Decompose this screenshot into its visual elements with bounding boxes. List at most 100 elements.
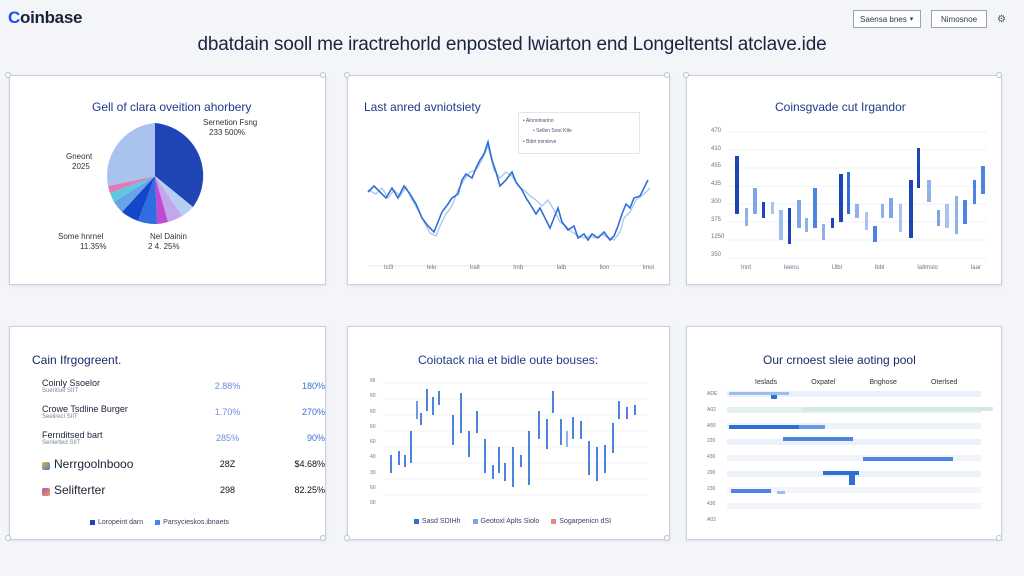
candle[interactable] bbox=[909, 180, 913, 238]
resize-handle[interactable] bbox=[344, 72, 350, 78]
candle[interactable] bbox=[881, 204, 884, 218]
bar[interactable] bbox=[560, 419, 562, 445]
candle[interactable] bbox=[981, 166, 985, 194]
resize-handle[interactable] bbox=[5, 535, 11, 541]
pie-slice-teal[interactable] bbox=[110, 176, 155, 202]
table-row[interactable]: Nerrgoolnbooo 28Z $4.68% bbox=[42, 451, 325, 477]
candle[interactable] bbox=[945, 204, 949, 228]
bar[interactable] bbox=[626, 407, 628, 419]
table-row[interactable]: Selifterter 298 82.25% bbox=[42, 477, 325, 503]
line-series-light[interactable] bbox=[367, 143, 651, 241]
resize-handle[interactable] bbox=[5, 72, 11, 78]
candle[interactable] bbox=[873, 226, 877, 242]
candle[interactable] bbox=[855, 204, 859, 218]
bar[interactable] bbox=[572, 417, 574, 439]
bar[interactable] bbox=[552, 391, 554, 413]
settings-icon[interactable]: ⚙ bbox=[997, 13, 1006, 25]
grid-cell[interactable] bbox=[863, 457, 953, 461]
candle[interactable] bbox=[753, 188, 757, 214]
coinbase-logo[interactable]: Coinbase bbox=[8, 8, 82, 28]
grid-cell[interactable] bbox=[849, 473, 855, 485]
resize-handle[interactable] bbox=[320, 72, 326, 78]
grid-column-header[interactable]: Oxpatel bbox=[811, 379, 836, 386]
bar[interactable] bbox=[504, 463, 506, 481]
candle[interactable] bbox=[813, 188, 817, 228]
resize-handle[interactable] bbox=[683, 72, 689, 78]
bar[interactable] bbox=[438, 391, 440, 405]
resize-handle[interactable] bbox=[664, 72, 670, 78]
candle[interactable] bbox=[805, 218, 808, 232]
pie-slice-violet[interactable] bbox=[155, 176, 182, 222]
pie-slice-pale-blue[interactable] bbox=[155, 176, 193, 216]
bar[interactable] bbox=[596, 447, 598, 481]
bar[interactable] bbox=[468, 431, 470, 457]
resize-handle[interactable] bbox=[996, 535, 1002, 541]
bar[interactable] bbox=[460, 393, 462, 433]
pie-slice-sky[interactable] bbox=[114, 176, 155, 212]
bar[interactable] bbox=[612, 423, 614, 453]
table-row[interactable]: Crowe Tsdline Burger Seelirecl SIIT 1.70%… bbox=[42, 399, 325, 425]
bar[interactable] bbox=[398, 451, 400, 465]
pie-slice-royal[interactable] bbox=[138, 176, 157, 225]
pie-slice-magenta[interactable] bbox=[155, 176, 168, 224]
candle[interactable] bbox=[788, 208, 791, 244]
table-row[interactable]: Coinly Ssoelor Sueritsel SIIT 2.88% 180% bbox=[42, 373, 325, 399]
bar[interactable] bbox=[404, 455, 406, 467]
bar[interactable] bbox=[484, 439, 486, 473]
grid-cell[interactable] bbox=[823, 471, 859, 475]
resize-handle[interactable] bbox=[996, 72, 1002, 78]
candle[interactable] bbox=[822, 224, 825, 240]
grid-cell[interactable] bbox=[729, 425, 799, 429]
bar[interactable] bbox=[476, 411, 478, 433]
pie-slice-deep[interactable] bbox=[122, 176, 155, 221]
grid-column-header[interactable]: Ieslads bbox=[755, 379, 778, 386]
bar[interactable] bbox=[410, 431, 412, 463]
resize-handle[interactable] bbox=[664, 535, 670, 541]
grid-column-header[interactable]: Bnghose bbox=[869, 379, 897, 386]
candle[interactable] bbox=[963, 200, 967, 224]
resize-handle[interactable] bbox=[320, 535, 326, 541]
candle[interactable] bbox=[973, 180, 976, 204]
resize-handle[interactable] bbox=[344, 535, 350, 541]
candle[interactable] bbox=[847, 172, 850, 214]
candle[interactable] bbox=[745, 208, 748, 226]
bar[interactable] bbox=[420, 413, 422, 425]
candle[interactable] bbox=[839, 174, 843, 222]
grid-cell[interactable] bbox=[777, 491, 785, 494]
bar[interactable] bbox=[512, 447, 514, 487]
candle[interactable] bbox=[762, 202, 765, 218]
grid-column-header[interactable]: Oterlsed bbox=[930, 379, 958, 386]
candle[interactable] bbox=[889, 198, 893, 218]
candle[interactable] bbox=[927, 180, 931, 202]
bar[interactable] bbox=[566, 431, 568, 447]
grid-cell[interactable] bbox=[803, 407, 993, 411]
grid-cell[interactable] bbox=[729, 392, 789, 395]
candle[interactable] bbox=[917, 148, 920, 188]
candle[interactable] bbox=[735, 156, 739, 214]
grid-cell[interactable] bbox=[799, 425, 825, 429]
bar[interactable] bbox=[416, 401, 418, 419]
pie-slice-main-dark[interactable] bbox=[155, 123, 204, 207]
candle[interactable] bbox=[899, 204, 902, 232]
grid-cell[interactable] bbox=[783, 437, 853, 441]
bar[interactable] bbox=[618, 401, 620, 419]
bar[interactable] bbox=[492, 465, 494, 479]
bar[interactable] bbox=[528, 431, 530, 485]
grid-cell[interactable] bbox=[771, 395, 777, 399]
bar[interactable] bbox=[588, 441, 590, 475]
bar[interactable] bbox=[604, 445, 606, 473]
line-series-main[interactable] bbox=[367, 139, 649, 242]
candle[interactable] bbox=[771, 202, 774, 214]
pie-slice-lightblue[interactable] bbox=[107, 123, 155, 186]
bar[interactable] bbox=[546, 419, 548, 449]
bar[interactable] bbox=[390, 455, 392, 473]
bar[interactable] bbox=[538, 411, 540, 439]
candle[interactable] bbox=[955, 196, 958, 234]
candle[interactable] bbox=[779, 210, 783, 240]
candle[interactable] bbox=[831, 218, 834, 228]
top-button[interactable]: Nimosnoe bbox=[931, 10, 988, 28]
candle[interactable] bbox=[865, 212, 868, 230]
bar[interactable] bbox=[426, 389, 428, 411]
pie-slice-pink[interactable] bbox=[108, 176, 155, 193]
grid-cell[interactable] bbox=[731, 489, 771, 493]
